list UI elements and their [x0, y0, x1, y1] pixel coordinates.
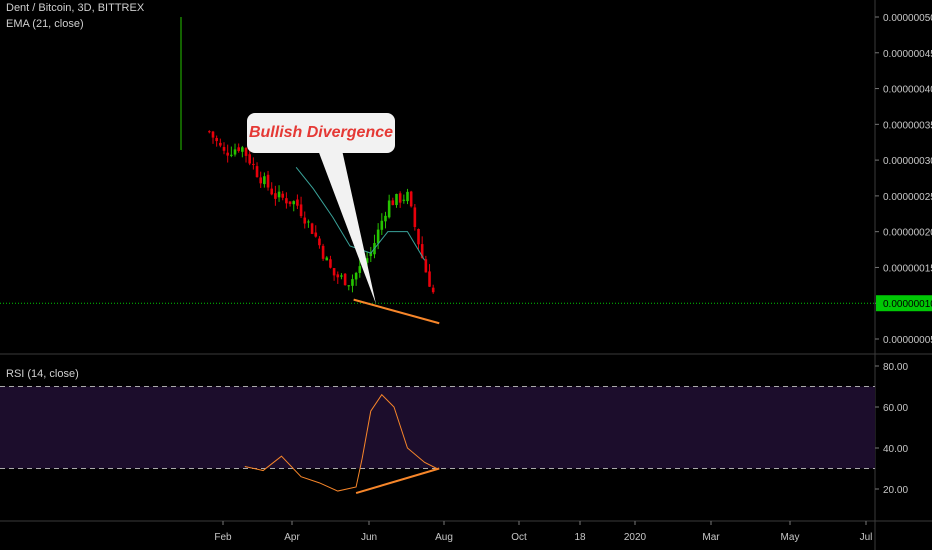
candle-body	[310, 223, 314, 234]
candle-body	[233, 149, 237, 155]
price-tick-label: 0.00000005	[883, 335, 932, 346]
rsi-tick-label: 80.00	[883, 362, 908, 373]
rsi-tick-label: 20.00	[883, 485, 908, 496]
candle-body	[255, 166, 259, 178]
candle-body	[384, 215, 387, 222]
candle-body	[376, 229, 380, 244]
candle-body	[329, 259, 332, 268]
candle-body	[347, 285, 351, 287]
price-tick-label: 0.00000045	[883, 49, 932, 60]
candle-body	[303, 217, 307, 224]
price-tick-label: 0.00000015	[883, 263, 932, 274]
candle-body	[409, 191, 413, 207]
rsi-divergence-line	[355, 467, 440, 495]
symbol-legend[interactable]: Dent / Bitcoin, 3D, BITTREX EMA (21, clo…	[6, 0, 144, 32]
current-price-label: 0.00000010	[883, 299, 932, 310]
candle-body	[406, 191, 409, 202]
candle-body	[266, 174, 270, 188]
candle-body	[417, 229, 420, 245]
candle-body	[318, 238, 321, 246]
candle-body	[248, 154, 251, 164]
rsi-band	[0, 386, 875, 469]
candle-body	[211, 131, 215, 138]
candle-body	[420, 244, 424, 259]
candle-body	[340, 275, 343, 277]
candle-body	[219, 142, 222, 146]
candle-body	[431, 287, 435, 293]
price-tick-label: 0.00000040	[883, 85, 932, 96]
candle-body	[299, 204, 303, 217]
candle-body	[354, 272, 358, 280]
time-tick-label: Oct	[511, 532, 527, 543]
current-price-badge	[876, 295, 932, 312]
time-tick-label: Mar	[702, 532, 720, 543]
candle-body	[230, 154, 233, 156]
candle-body	[332, 268, 336, 276]
ema-legend: EMA (21, close)	[6, 18, 84, 30]
price-tick-label: 0.00000030	[883, 156, 932, 167]
candle-body	[358, 266, 362, 273]
symbol-title: Dent / Bitcoin, 3D, BITTREX	[6, 2, 145, 14]
candle-body	[369, 252, 373, 257]
time-tick-label: 2020	[624, 532, 647, 543]
candle-body	[270, 188, 274, 195]
candle-body	[277, 191, 281, 198]
candle-body	[395, 193, 398, 206]
candle-body	[292, 201, 296, 205]
bullish-divergence-callout: Bullish Divergence	[247, 113, 395, 153]
price-tick-label: 0.00000020	[883, 228, 932, 239]
price-tick-label: 0.00000050	[883, 13, 932, 24]
rsi-tick-label: 40.00	[883, 444, 908, 455]
time-tick-label: May	[781, 532, 800, 543]
candle-body	[424, 259, 428, 273]
price-divergence-line	[353, 298, 440, 325]
candle-body	[314, 232, 318, 237]
rsi-tick-label: 60.00	[883, 403, 908, 414]
rsi-legend: RSI (14, close)	[6, 368, 79, 380]
candle-body	[398, 193, 402, 203]
candle-body	[274, 193, 277, 199]
candle-body	[402, 199, 406, 201]
time-tick-label: Jun	[361, 532, 377, 543]
candle-body	[263, 176, 266, 185]
candle-body	[208, 131, 211, 133]
price-tick-label: 0.00000025	[883, 192, 932, 203]
candle-body	[428, 271, 431, 287]
candle-body	[226, 152, 229, 156]
candle-body	[215, 137, 218, 142]
callout-pointer	[318, 150, 376, 304]
candle-body	[380, 220, 384, 230]
candle-body	[244, 147, 248, 156]
candle-body	[413, 207, 417, 227]
candle-body	[222, 147, 226, 151]
candle-body	[343, 273, 347, 286]
rsi-line	[244, 393, 438, 492]
candles	[208, 130, 435, 294]
candle-body	[285, 198, 288, 204]
candle-body	[288, 201, 292, 204]
time-tick-label: Feb	[214, 532, 232, 543]
candle-body	[391, 200, 395, 206]
candle-body	[321, 245, 325, 259]
price-tick-label: 0.00000035	[883, 120, 932, 131]
candle-body	[365, 258, 369, 263]
time-tick-label: Aug	[435, 532, 453, 543]
candle-body	[387, 200, 391, 218]
callout-text: Bullish Divergence	[248, 124, 394, 141]
candle-body	[307, 221, 310, 223]
candle-body	[325, 257, 329, 261]
candle-body	[336, 274, 340, 278]
candle-body	[281, 193, 285, 198]
time-tick-label: Apr	[284, 532, 300, 543]
time-tick-label: 18	[574, 532, 586, 543]
time-tick-label: Jul	[860, 532, 873, 543]
candle-body	[351, 279, 354, 286]
candle-body	[252, 163, 255, 165]
candle-body	[296, 199, 299, 206]
candle-body	[237, 147, 240, 152]
candle-body	[241, 147, 244, 152]
candle-body	[259, 177, 263, 184]
